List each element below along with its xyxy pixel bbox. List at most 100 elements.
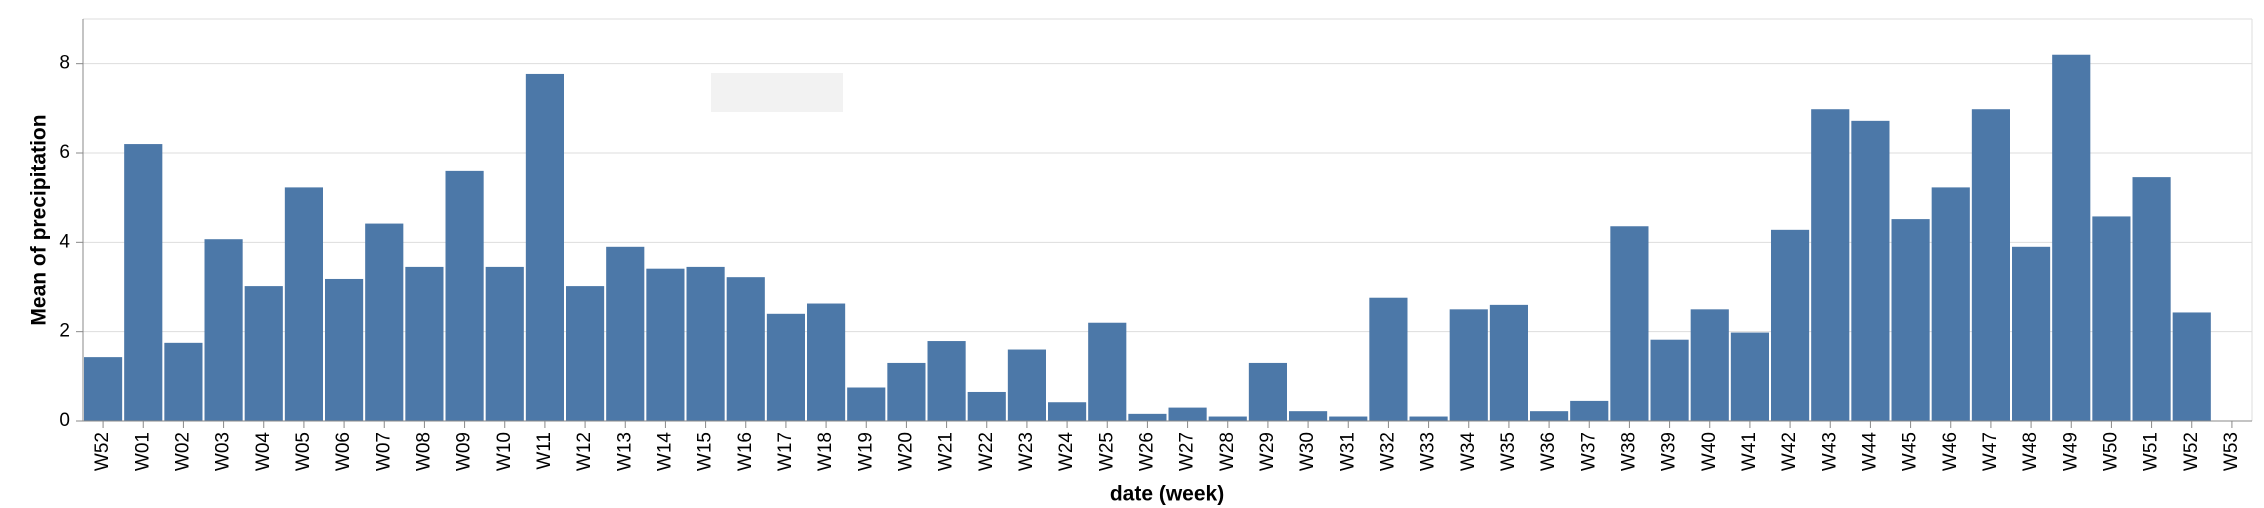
- x-tick-label: W46: [1940, 432, 1961, 471]
- bar: [1570, 400, 1609, 421]
- bar: [566, 286, 605, 421]
- x-tick-label: W02: [172, 432, 193, 471]
- bar: [1610, 226, 1649, 421]
- x-tick-label: W18: [815, 432, 836, 471]
- x-tick-label: W34: [1458, 432, 1479, 472]
- x-tick-label: W19: [855, 432, 876, 471]
- y-tick-label: 6: [59, 142, 70, 163]
- bar: [1208, 416, 1247, 421]
- x-tick-label: W52: [2181, 432, 2202, 471]
- x-tick-label: W40: [1699, 432, 1720, 471]
- bar: [847, 387, 886, 421]
- y-tick-label: 2: [59, 321, 70, 342]
- bar: [726, 277, 765, 421]
- x-tick-label: W45: [1900, 432, 1921, 471]
- x-tick-label: W30: [1297, 432, 1318, 471]
- x-tick-label: W52: [92, 432, 113, 471]
- bar: [1811, 109, 1850, 421]
- x-axis-title: date (week): [1110, 483, 1224, 506]
- y-tick-label: 4: [59, 231, 70, 252]
- bar: [405, 266, 444, 421]
- x-tick-label: W51: [2141, 432, 2162, 471]
- x-tick-label: W11: [534, 432, 555, 470]
- bar: [284, 187, 323, 421]
- bar: [204, 239, 243, 421]
- x-tick-label: W32: [1377, 432, 1398, 471]
- x-tick-label: W17: [775, 432, 796, 471]
- bar: [967, 391, 1006, 421]
- bar: [1771, 229, 1810, 421]
- x-tick-label: W43: [1819, 432, 1840, 471]
- bar: [84, 357, 123, 421]
- bar: [1690, 309, 1729, 421]
- x-tick-label: W08: [413, 432, 434, 471]
- x-tick-label: W29: [1257, 432, 1278, 471]
- bar: [1088, 322, 1127, 421]
- x-tick-label: W25: [1096, 432, 1117, 471]
- bar: [646, 268, 685, 421]
- bar: [1248, 362, 1287, 421]
- bar: [887, 362, 926, 421]
- x-tick-label: W50: [2100, 432, 2121, 471]
- bar: [124, 144, 163, 422]
- x-tick-label: W53: [2221, 432, 2242, 471]
- x-tick-label: W33: [1418, 432, 1439, 471]
- bar: [1329, 416, 1368, 421]
- y-axis-title: Mean of precipitation: [28, 114, 51, 325]
- bar: [1650, 339, 1689, 421]
- bar: [766, 313, 805, 421]
- bar: [686, 266, 725, 421]
- x-tick-label: W31: [1337, 432, 1358, 471]
- x-tick-label: W07: [373, 432, 394, 471]
- bar: [1449, 309, 1488, 421]
- bar: [2012, 246, 2051, 421]
- bar: [1730, 332, 1769, 421]
- x-tick-label: W48: [2020, 432, 2041, 471]
- y-tick-label: 0: [59, 410, 70, 431]
- bar: [606, 246, 645, 421]
- bar: [1369, 297, 1408, 421]
- bar: [2092, 216, 2131, 421]
- bar: [365, 223, 404, 421]
- bar: [244, 286, 283, 421]
- bar: [445, 170, 484, 421]
- x-tick-label: W38: [1618, 432, 1639, 471]
- bar: [1289, 411, 1328, 421]
- bar: [485, 266, 524, 421]
- bar: [2132, 177, 2171, 421]
- bar: [525, 73, 564, 421]
- y-tick-label: 8: [59, 53, 70, 74]
- x-tick-label: W15: [695, 432, 716, 471]
- x-tick-label: W39: [1659, 432, 1680, 471]
- x-tick-label: W10: [494, 432, 515, 471]
- x-tick-label: W47: [1980, 432, 2001, 471]
- x-tick-label: W05: [293, 432, 314, 471]
- x-tick-label: W36: [1538, 432, 1559, 471]
- x-tick-label: W09: [454, 432, 475, 471]
- x-tick-label: W49: [2060, 432, 2081, 471]
- x-tick-label: W22: [976, 432, 997, 471]
- bar: [1530, 411, 1569, 421]
- x-tick-label: W21: [936, 432, 957, 471]
- x-tick-label: W06: [333, 432, 354, 471]
- x-tick-label: W16: [735, 432, 756, 471]
- x-tick-label: W44: [1859, 432, 1880, 472]
- bar: [1128, 413, 1167, 421]
- x-tick-label: W28: [1217, 432, 1238, 471]
- x-tick-label: W14: [654, 432, 675, 472]
- x-tick-label: W12: [574, 432, 595, 471]
- x-tick-label: W37: [1578, 432, 1599, 471]
- bar: [1489, 304, 1528, 421]
- bar: [1409, 416, 1448, 421]
- x-tick-label: W42: [1779, 432, 1800, 471]
- x-tick-label: W27: [1177, 432, 1198, 471]
- bar: [1048, 402, 1087, 421]
- bar: [1931, 187, 1970, 421]
- bar: [1007, 349, 1046, 421]
- bar: [325, 278, 364, 421]
- bar: [1851, 120, 1890, 421]
- x-tick-label: W20: [895, 432, 916, 471]
- x-tick-label: W41: [1739, 432, 1760, 471]
- x-tick-label: W24: [1056, 432, 1077, 472]
